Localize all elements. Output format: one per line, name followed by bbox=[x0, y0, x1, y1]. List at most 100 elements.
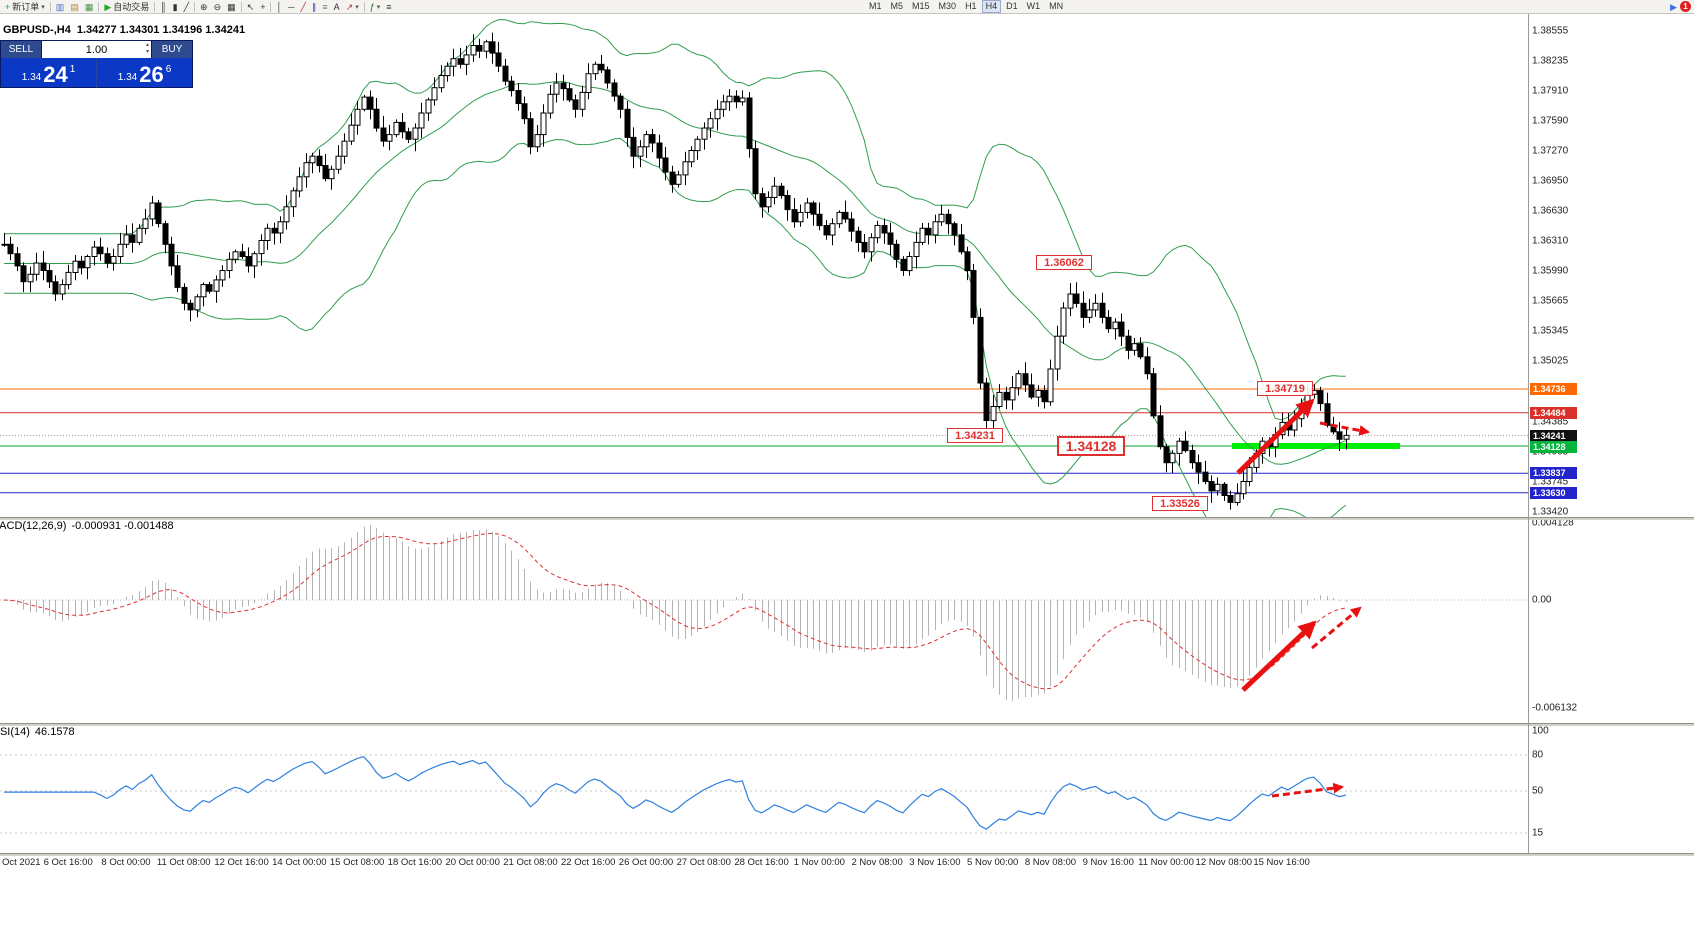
candlestick-chart-button-icon: ▮ bbox=[172, 1, 178, 12]
crosshair-button[interactable]: + bbox=[257, 1, 268, 13]
timeframe-d1-button[interactable]: D1 bbox=[1006, 1, 1018, 11]
time-axis-label: 15 Nov 16:00 bbox=[1253, 857, 1310, 868]
macd-rsi-separator[interactable] bbox=[0, 723, 1694, 726]
toolbar-separator bbox=[270, 1, 272, 12]
macd-values: -0.000931 -0.001488 bbox=[71, 520, 174, 532]
tile-windows-button-icon: ▦ bbox=[227, 1, 236, 12]
price-axis-tick: 1.33745 bbox=[1532, 476, 1569, 488]
time-axis-label: 18 Oct 16:00 bbox=[387, 857, 443, 868]
trend-arrow[interactable] bbox=[1319, 421, 1371, 436]
time-axis-label: 15 Oct 08:00 bbox=[329, 857, 385, 868]
timeframe-m5-button[interactable]: M5 bbox=[890, 1, 904, 11]
auto-trading-button[interactable]: ▶ 自动交易 bbox=[101, 1, 152, 13]
time-axis-label: 20 Oct 00:00 bbox=[445, 857, 500, 868]
timeframe-w1-button[interactable]: W1 bbox=[1026, 1, 1041, 11]
price-axis-tick: 1.38235 bbox=[1532, 55, 1569, 67]
bar-chart-button[interactable]: ║ bbox=[157, 1, 169, 13]
time-axis-label: 3 Nov 16:00 bbox=[909, 857, 961, 868]
annotations-layer bbox=[1236, 398, 1371, 798]
text-label-button[interactable]: A bbox=[331, 1, 343, 13]
buy-price[interactable]: 1.34 26 6 bbox=[97, 58, 192, 88]
time-axis-label: 27 Oct 08:00 bbox=[676, 857, 731, 868]
timeframe-h1-button[interactable]: H1 bbox=[965, 1, 977, 11]
one-click-trading-panel: SELL 1.00 ▴ ▾ BUY 1.34 24 1 1.34 26 6 bbox=[0, 40, 193, 88]
timeframe-m15-button[interactable]: M15 bbox=[912, 1, 930, 11]
price-axis-tick: 1.36950 bbox=[1532, 175, 1569, 187]
trend-arrow[interactable] bbox=[1271, 782, 1345, 798]
time-axis-label: 21 Oct 08:00 bbox=[503, 857, 558, 868]
trend-arrow[interactable] bbox=[1241, 620, 1317, 692]
chart-window-icon[interactable]: ▥ bbox=[53, 1, 68, 13]
sell-price-small: 1.34 bbox=[21, 72, 42, 83]
symbol-period-label: GBPUSD-,H4 bbox=[3, 24, 71, 36]
rsi-axis-tick: 50 bbox=[1532, 785, 1544, 797]
price-axis-tick: 1.35665 bbox=[1532, 295, 1569, 307]
chart-settings-icon-icon: ≡ bbox=[386, 1, 392, 12]
toolbar-separator bbox=[363, 1, 365, 12]
volume-stepper[interactable]: ▴ ▾ bbox=[145, 42, 149, 55]
notification-badge[interactable]: 1 bbox=[1680, 1, 1691, 12]
line-chart-button-icon: ╱ bbox=[183, 1, 190, 12]
time-axis-label: 12 Nov 08:00 bbox=[1195, 857, 1253, 868]
price-callout[interactable]: 1.33526 bbox=[1152, 496, 1208, 511]
fibonacci-button[interactable]: ≡ bbox=[319, 1, 330, 13]
time-axis-label: 8 Nov 08:00 bbox=[1024, 857, 1077, 868]
line-chart-button[interactable]: ╱ bbox=[181, 1, 192, 13]
price-axis-tick: 1.36310 bbox=[1532, 235, 1569, 247]
tick-chart-icon[interactable]: ▤ bbox=[67, 1, 82, 13]
price-callout[interactable]: 1.34231 bbox=[947, 428, 1003, 443]
text-label-button-icon: A bbox=[333, 1, 340, 12]
macd-axis-tick: 0.004128 bbox=[1532, 517, 1574, 529]
vertical-line-button[interactable]: │ bbox=[273, 1, 285, 13]
equidistant-channel-button-icon: ∥ bbox=[311, 1, 317, 12]
time-axis-label: 6 Oct 16:00 bbox=[43, 857, 93, 868]
new-order-button-icon: + bbox=[5, 1, 11, 12]
auto-trading-button-label: 自动交易 bbox=[113, 2, 150, 12]
depth-of-market-icon[interactable]: ▦ bbox=[82, 1, 97, 13]
cursor-button[interactable]: ↖ bbox=[244, 1, 258, 13]
rsi-layer bbox=[0, 754, 1528, 834]
timeframe-h4-button[interactable]: H4 bbox=[981, 0, 1002, 13]
tile-windows-button[interactable]: ▦ bbox=[224, 1, 239, 13]
toolbar-right-group: ▶ 1 bbox=[1670, 0, 1691, 13]
sell-price-sup: 1 bbox=[69, 64, 76, 75]
main-macd-separator[interactable] bbox=[0, 517, 1694, 520]
buy-button[interactable]: BUY bbox=[152, 41, 192, 58]
time-axis-label: 5 Nov 00:00 bbox=[967, 857, 1019, 868]
horizontal-line-button[interactable]: ─ bbox=[285, 1, 297, 13]
buy-price-big: 26 bbox=[139, 62, 164, 87]
new-order-button[interactable]: + 新订单 ▾ bbox=[2, 1, 48, 13]
trend-arrow[interactable] bbox=[1236, 398, 1315, 475]
chart-settings-icon[interactable]: ≡ bbox=[383, 1, 394, 13]
crosshair-button-icon: + bbox=[260, 1, 266, 12]
toolbar-separator bbox=[240, 1, 242, 12]
macd-axis-tick: -0.006132 bbox=[1532, 702, 1578, 714]
macd-name: MACD(12,26,9) bbox=[0, 520, 67, 532]
indicators-button[interactable]: ƒ ▾ bbox=[367, 1, 384, 13]
quick-arrow-icon[interactable]: ▶ bbox=[1670, 1, 1677, 12]
indicators-button-caret-icon: ▾ bbox=[376, 3, 381, 11]
price-callout[interactable]: 1.34128 bbox=[1057, 436, 1125, 456]
trend-arrow[interactable] bbox=[1311, 606, 1362, 650]
price-axis-separator bbox=[1528, 14, 1529, 853]
price-axis-tick: 1.34385 bbox=[1532, 416, 1569, 428]
equidistant-channel-button[interactable]: ∥ bbox=[309, 1, 320, 13]
candlestick-chart-button[interactable]: ▮ bbox=[170, 1, 181, 13]
arrows-tool-button-caret-icon: ▾ bbox=[355, 3, 359, 11]
trendline-button[interactable]: ╱ bbox=[297, 1, 308, 13]
arrows-tool-button[interactable]: ↗ ▾ bbox=[343, 1, 362, 13]
price-callout[interactable]: 1.34719 bbox=[1257, 381, 1313, 396]
time-axis-label: 9 Nov 16:00 bbox=[1082, 857, 1134, 868]
price-axis-tick: 1.35345 bbox=[1532, 325, 1569, 337]
rsi-value: 46.1578 bbox=[34, 726, 75, 738]
timeframe-m30-button[interactable]: M30 bbox=[938, 1, 957, 11]
timeframe-mn-button[interactable]: MN bbox=[1049, 1, 1064, 11]
zoom-out-button[interactable]: ⊖ bbox=[211, 1, 225, 13]
sell-button[interactable]: SELL bbox=[1, 41, 41, 58]
volume-input[interactable]: 1.00 ▴ ▾ bbox=[41, 41, 152, 58]
sell-price[interactable]: 1.34 24 1 bbox=[1, 58, 97, 88]
zoom-in-button[interactable]: ⊕ bbox=[197, 1, 211, 13]
timeframe-m1-button[interactable]: M1 bbox=[869, 1, 882, 11]
price-callout[interactable]: 1.36062 bbox=[1036, 255, 1092, 270]
